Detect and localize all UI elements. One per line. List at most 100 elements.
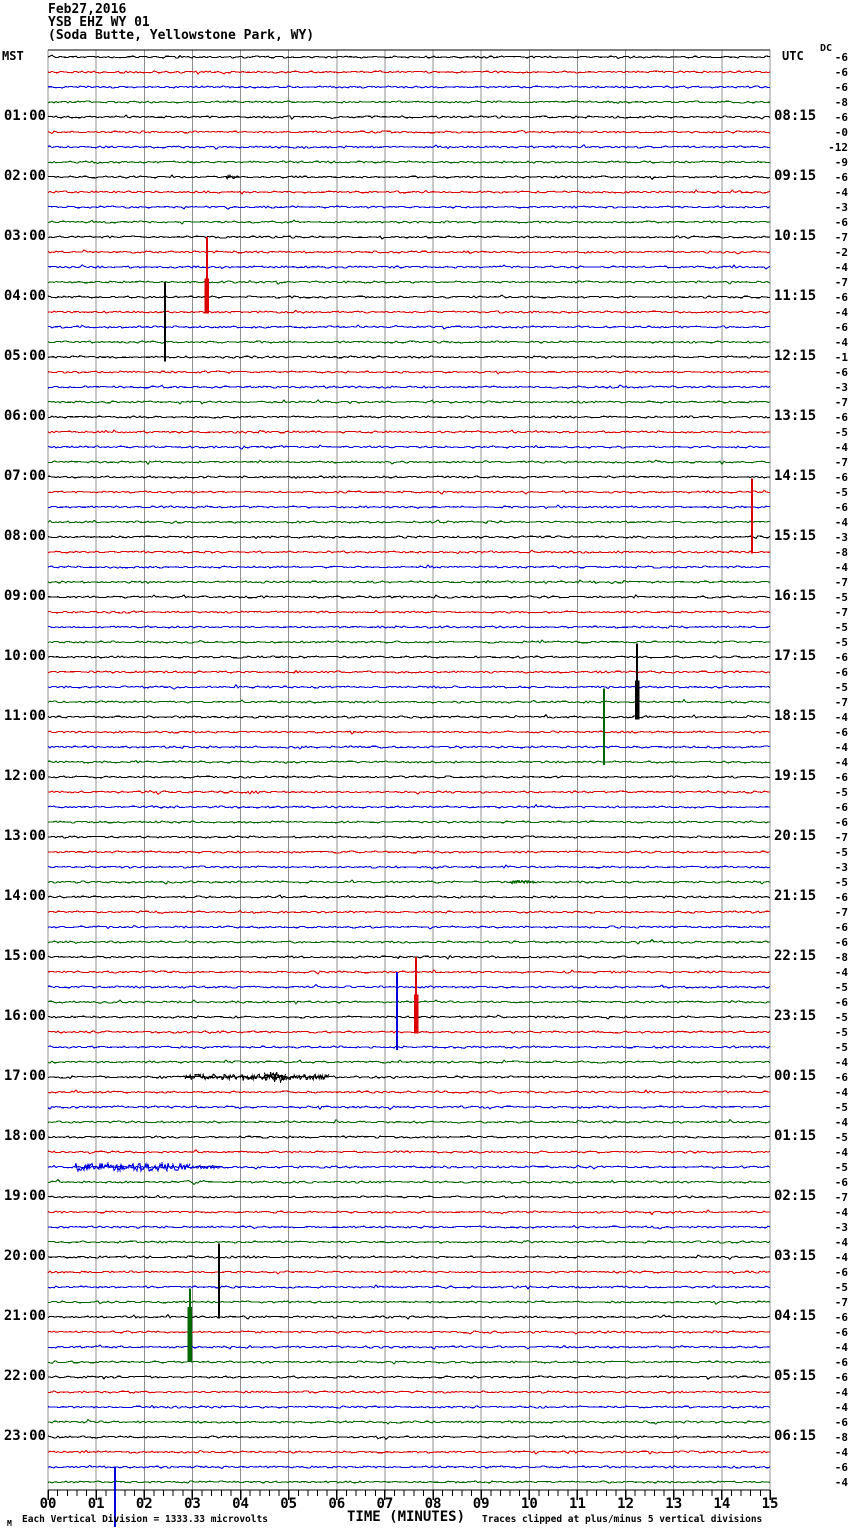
dc-offset-value: -2 (834, 246, 848, 259)
seismo-trace (47, 370, 771, 375)
mst-time-label: 02:00 (3, 168, 46, 184)
dc-offset-value: -6 (834, 51, 848, 64)
event-tremor (264, 1072, 287, 1084)
mst-time-label: 20:00 (3, 1248, 46, 1264)
seismo-trace (47, 519, 771, 525)
dc-offset-value: -7 (834, 456, 848, 469)
seismo-trace (48, 759, 771, 765)
dc-offset-value: -8 (834, 546, 848, 559)
dc-offset-value: -3 (834, 531, 848, 544)
dc-offset-value: -6 (834, 996, 848, 1009)
seismo-trace (48, 968, 771, 975)
seismo-trace (47, 639, 771, 644)
event-tremor (509, 879, 535, 885)
seismo-trace (47, 264, 771, 270)
seismo-trace (47, 894, 771, 899)
seismo-trace (47, 1148, 771, 1155)
seismo-trace (47, 999, 771, 1005)
dc-offset-value: -4 (834, 1116, 848, 1129)
dc-offset-value: -6 (834, 891, 848, 904)
seismo-trace (47, 1074, 771, 1080)
mst-time-label: 21:00 (3, 1308, 46, 1324)
utc-time-label: 14:15 (774, 468, 817, 484)
header-date: Feb27,2016 (48, 2, 127, 17)
seismo-trace (47, 938, 771, 945)
utc-time-label: 21:15 (774, 888, 817, 904)
seismo-trace (47, 1178, 771, 1186)
dc-offset-value: -6 (834, 81, 848, 94)
utc-time-label: 02:15 (774, 1188, 817, 1204)
mst-time-label: 09:00 (3, 588, 46, 604)
dc-offset-value: -5 (834, 981, 848, 994)
seismo-trace (47, 384, 771, 390)
x-tick-label: 03 (183, 1496, 201, 1512)
utc-time-label: 06:15 (774, 1428, 817, 1444)
mst-time-label: 07:00 (3, 468, 46, 484)
footer-scale-note: Each Vertical Division = 1333.33 microvo… (22, 1514, 268, 1525)
dc-offset-value: -7 (834, 231, 848, 244)
seismo-trace (47, 1404, 771, 1409)
seismo-trace (47, 444, 771, 450)
seismo-trace (47, 775, 771, 779)
utc-time-label: 16:15 (774, 588, 817, 604)
dc-offset-value: -6 (834, 321, 848, 334)
dc-offset-value: -6 (834, 366, 848, 379)
seismo-trace (47, 1164, 771, 1170)
dc-offset-value: -5 (834, 1011, 848, 1024)
seismo-trace (47, 683, 771, 690)
seismo-trace (47, 1089, 771, 1094)
mst-time-label: 22:00 (3, 1368, 46, 1384)
seismo-trace (47, 879, 771, 885)
seismo-trace (47, 504, 771, 510)
dc-offset-value: -3 (834, 1221, 848, 1234)
dc-offset-value: -7 (834, 276, 848, 289)
seismo-trace (47, 489, 771, 495)
footer-clip-note: Traces clipped at plus/minus 5 vertical … (482, 1514, 763, 1525)
mst-time-label: 03:00 (3, 228, 46, 244)
dc-offset-value: -5 (834, 621, 848, 634)
mst-time-label: 15:00 (3, 948, 46, 964)
dc-offset-value: -6 (834, 726, 848, 739)
mst-time-label: 14:00 (3, 888, 46, 904)
dc-offset-value: -4 (834, 1386, 848, 1399)
seismo-trace (47, 1045, 771, 1050)
seismo-trace (47, 340, 771, 345)
seismo-trace (47, 1418, 771, 1425)
dc-offset-value: -3 (834, 201, 848, 214)
seismo-trace (47, 1105, 771, 1111)
seismo-trace (47, 564, 771, 569)
x-tick-label: 11 (569, 1496, 586, 1512)
dc-offset-value: -6 (834, 1371, 848, 1384)
seismo-trace (47, 324, 770, 330)
dc-offset-value: -9 (834, 156, 848, 169)
seismo-trace (47, 294, 771, 299)
seismo-trace (47, 1239, 771, 1244)
dc-offset-value: -4 (834, 1251, 848, 1264)
seismo-trace (47, 279, 771, 286)
utc-time-label: 03:15 (774, 1248, 817, 1264)
dc-offset-value: -4 (834, 1056, 848, 1069)
utc-time-label: 05:15 (774, 1368, 817, 1384)
x-tick-label: 01 (87, 1496, 105, 1512)
seismo-trace (47, 1375, 771, 1381)
seismo-trace (47, 1118, 771, 1124)
dc-offset-value: -4 (834, 186, 848, 199)
dc-offset-value: -6 (834, 816, 848, 829)
seismo-trace (47, 235, 771, 240)
utc-time-label: 08:15 (774, 108, 817, 124)
dc-offset-value: -6 (834, 771, 848, 784)
dc-offset-value: -4 (834, 1236, 848, 1249)
seismo-trace (47, 114, 771, 121)
utc-time-label: 10:15 (774, 228, 817, 244)
seismo-trace (47, 85, 771, 89)
seismo-trace (47, 249, 771, 255)
mst-time-label: 19:00 (3, 1188, 46, 1204)
dc-offset-value: -5 (834, 786, 848, 799)
dc-offset-value: -4 (834, 441, 848, 454)
dc-offset-value: -4 (834, 1086, 848, 1099)
seismo-trace (47, 1330, 771, 1335)
dc-offset-value: -6 (834, 216, 848, 229)
x-tick-label: 09 (472, 1496, 490, 1512)
seismo-trace (47, 174, 771, 181)
dc-offset-value: -7 (834, 396, 848, 409)
